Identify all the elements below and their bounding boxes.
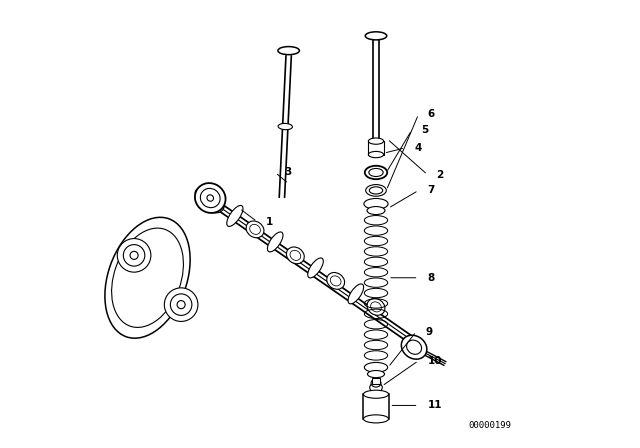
Ellipse shape — [369, 168, 383, 177]
Ellipse shape — [367, 298, 385, 315]
Ellipse shape — [365, 185, 387, 196]
Ellipse shape — [246, 221, 264, 238]
Ellipse shape — [278, 47, 300, 55]
Ellipse shape — [369, 138, 383, 144]
Ellipse shape — [369, 187, 383, 194]
Text: 5: 5 — [421, 125, 428, 135]
Text: 10: 10 — [428, 356, 442, 366]
Ellipse shape — [130, 251, 138, 259]
Ellipse shape — [365, 166, 387, 179]
Ellipse shape — [401, 335, 427, 359]
Text: 8: 8 — [428, 273, 435, 283]
Text: 9: 9 — [425, 327, 433, 336]
Ellipse shape — [327, 272, 344, 289]
Ellipse shape — [170, 294, 192, 315]
Ellipse shape — [364, 390, 388, 398]
Ellipse shape — [205, 195, 224, 213]
Ellipse shape — [195, 183, 225, 213]
Ellipse shape — [287, 247, 304, 264]
Ellipse shape — [164, 288, 198, 322]
Ellipse shape — [209, 198, 220, 209]
Ellipse shape — [124, 245, 145, 266]
Ellipse shape — [364, 362, 388, 372]
Ellipse shape — [364, 415, 388, 423]
Text: 00000199: 00000199 — [468, 421, 512, 430]
Ellipse shape — [348, 284, 364, 304]
Bar — [369, 141, 383, 155]
Ellipse shape — [250, 224, 260, 234]
Text: 1: 1 — [266, 217, 273, 227]
Ellipse shape — [111, 228, 184, 327]
Text: 7: 7 — [428, 185, 435, 195]
Ellipse shape — [227, 206, 243, 226]
Ellipse shape — [371, 379, 381, 387]
Ellipse shape — [371, 302, 381, 312]
Ellipse shape — [330, 276, 341, 286]
Ellipse shape — [207, 195, 214, 201]
Ellipse shape — [367, 207, 385, 215]
Ellipse shape — [268, 232, 283, 252]
Ellipse shape — [367, 370, 385, 378]
Ellipse shape — [200, 189, 220, 207]
Text: 2: 2 — [436, 170, 444, 180]
Ellipse shape — [117, 238, 151, 272]
Bar — [372, 378, 380, 384]
Text: 6: 6 — [428, 109, 435, 119]
Ellipse shape — [278, 123, 292, 130]
Ellipse shape — [370, 383, 382, 392]
Bar — [364, 394, 388, 419]
Ellipse shape — [177, 301, 185, 309]
Text: 11: 11 — [428, 401, 442, 410]
Ellipse shape — [369, 151, 383, 158]
Ellipse shape — [105, 217, 190, 338]
Ellipse shape — [365, 32, 387, 40]
Ellipse shape — [308, 258, 323, 278]
Ellipse shape — [364, 198, 388, 209]
Ellipse shape — [290, 250, 301, 260]
Text: 4: 4 — [414, 143, 422, 153]
Ellipse shape — [406, 340, 422, 354]
Text: 3: 3 — [284, 168, 291, 177]
